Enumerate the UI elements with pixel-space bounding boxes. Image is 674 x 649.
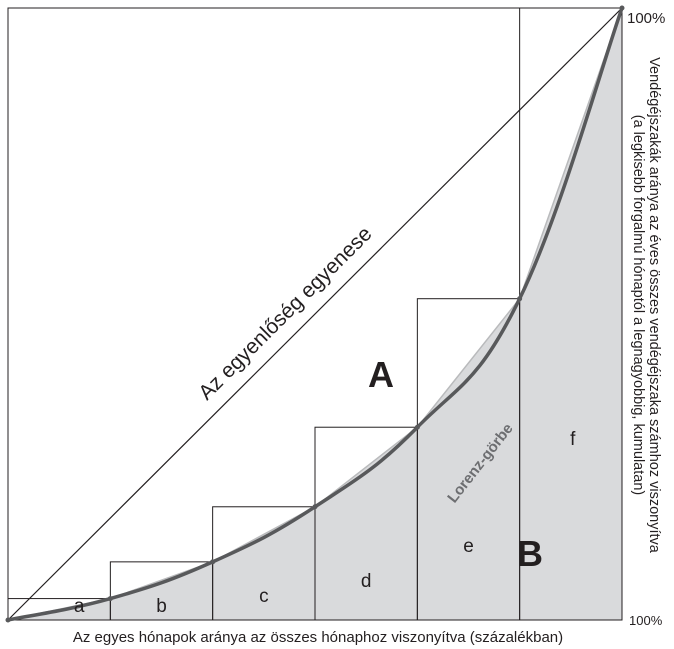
equality-line-label: Az egyenlőség egyenese — [194, 222, 376, 404]
lorenz-point-5 — [517, 296, 523, 302]
area-under-lorenz-curve — [8, 8, 622, 620]
segment-label-e: e — [463, 536, 474, 557]
top-percent-label: 100% — [627, 10, 665, 27]
lorenz-curve — [7, 7, 624, 622]
area-b-label: B — [517, 533, 543, 574]
x-axis-label: Az egyes hónapok aránya az összes hónaph… — [73, 629, 563, 646]
lorenz-point-0 — [5, 617, 11, 623]
lorenz-point-3 — [312, 504, 318, 510]
segment-label-f: f — [570, 429, 576, 450]
segment-label-b: b — [156, 596, 167, 617]
segment-label-c: c — [259, 586, 269, 607]
lorenz-point-2 — [210, 559, 216, 565]
lorenz-point-6 — [619, 5, 625, 11]
plot-frame — [7, 7, 623, 621]
lorenz-point-1 — [107, 596, 113, 602]
y-axis-label-line1: Vendégéjszakák aránya az éves összes ven… — [646, 57, 662, 554]
area-a-label: A — [368, 354, 394, 395]
segment-labels: a b c d e f — [74, 429, 576, 617]
segment-label-d: d — [361, 571, 372, 592]
equality-line — [7, 7, 623, 621]
lorenz-points — [5, 5, 625, 623]
segment-label-a: a — [74, 596, 85, 617]
bottom-percent-label: 100% — [629, 613, 663, 628]
y-axis-label-line2: (a legkisebb forgalmú hónaptól a legnagy… — [630, 115, 646, 495]
lorenz-point-4 — [414, 424, 420, 430]
